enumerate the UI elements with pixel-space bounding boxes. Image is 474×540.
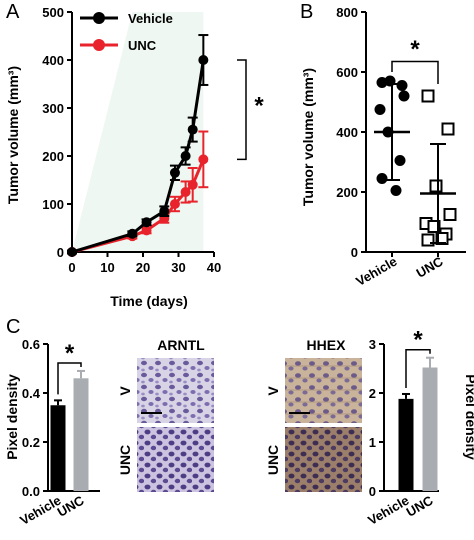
- panel-b-plot: 0 200 400 600 800 Vehicle UNC *: [336, 5, 466, 289]
- bar-ytick-label: 3: [369, 337, 376, 352]
- data-point-vehicle: [180, 151, 191, 161]
- significance-bracket: [405, 348, 431, 388]
- bar-ytick-label: 0.0: [22, 484, 40, 499]
- micrograph-arntl-unc: [137, 427, 214, 492]
- panel-b-ytick-label: 400: [336, 125, 358, 140]
- panel-b-ytick-label: 600: [336, 65, 358, 80]
- panel-a-plot: 0 100 200 300 400 500 0 10 20 30 40 Vehicle UNC *: [42, 5, 264, 275]
- panel-letter-c: C: [6, 316, 20, 338]
- panel-b-ylabel: Tumor volume (mm³): [300, 68, 316, 206]
- significance-star: *: [410, 36, 420, 63]
- data-point-unc: [427, 220, 441, 233]
- panel-a-ytick-label: 100: [42, 197, 64, 212]
- significance-star: *: [413, 327, 423, 354]
- significance-bracket: [237, 59, 247, 161]
- bar-category-label: UNC: [404, 492, 436, 519]
- bar-ytick-label: 2: [369, 386, 376, 401]
- micrograph-title-hhex: HHEX: [307, 337, 347, 353]
- row-label-hhex-v: V: [265, 386, 281, 396]
- panel-a-xtick-label: 40: [207, 260, 221, 275]
- legend-marker: [93, 39, 105, 51]
- data-point-vehicle: [374, 104, 386, 115]
- bar-unc: [422, 367, 438, 491]
- panel-b-ytick-label: 800: [336, 5, 358, 20]
- row-label-arntl-unc: UNC: [117, 445, 133, 475]
- data-point-vehicle: [187, 124, 198, 135]
- legend-label: Vehicle: [128, 11, 173, 26]
- bar-ytick-label: 1: [369, 435, 376, 450]
- data-point-vehicle: [141, 217, 152, 228]
- data-point-vehicle: [67, 247, 77, 257]
- data-point-unc: [421, 233, 435, 247]
- row-label-hhex-unc: UNC: [265, 445, 281, 475]
- data-point-vehicle: [159, 206, 170, 217]
- data-point-vehicle: [396, 80, 408, 91]
- data-point-vehicle: [169, 167, 180, 178]
- bar-ytick-label: 0.2: [22, 435, 40, 450]
- panel-a-xtick-label: 10: [100, 260, 114, 275]
- significance-bracket: [391, 60, 439, 84]
- panel-b-ytick-label: 200: [336, 185, 358, 200]
- data-point-vehicle: [198, 55, 209, 65]
- data-point-vehicle: [394, 155, 406, 166]
- panel-a-ytick-label: 400: [42, 53, 64, 68]
- bar-ytick-label: 0: [369, 484, 376, 499]
- panel-a-ytick-label: 500: [42, 5, 64, 20]
- panel-a-ytick-label: 0: [57, 245, 64, 260]
- data-point-unc: [187, 179, 198, 190]
- data-point-unc: [441, 122, 455, 136]
- data-point-unc: [443, 208, 457, 221]
- panel-a-ytick-label: 200: [42, 149, 64, 164]
- data-point-vehicle: [376, 173, 388, 184]
- panel-b-ytick-label: 0: [351, 245, 358, 260]
- panel-letter-b: B: [300, 1, 313, 23]
- data-point-vehicle: [127, 228, 138, 239]
- panel-b-category-label: UNC: [414, 253, 446, 280]
- data-point-unc: [421, 89, 435, 103]
- data-point-unc: [180, 187, 191, 197]
- panel-a-xlabel: Time (days): [110, 293, 188, 309]
- bar-category-label: UNC: [55, 492, 87, 519]
- significance-star: *: [254, 93, 264, 120]
- panel-letter-a: A: [6, 1, 20, 23]
- bar-vehicle: [50, 405, 66, 491]
- data-point-vehicle: [390, 185, 402, 196]
- bar-vehicle: [398, 398, 414, 491]
- data-point-unc: [429, 179, 443, 193]
- micrograph-title-arntl: ARNTL: [157, 337, 205, 353]
- micrograph-hhex-unc: [285, 427, 362, 492]
- data-point-unc: [141, 225, 152, 236]
- panel-a-xtick-label: 0: [68, 260, 75, 275]
- significance-star: *: [65, 340, 75, 367]
- bar-unc: [73, 378, 89, 491]
- panel-c-left-ylabel: Pixel density: [4, 374, 20, 460]
- panel-a-xtick-label: 30: [171, 260, 185, 275]
- significance-bracket: [57, 362, 82, 395]
- row-label-arntl-v: V: [117, 386, 133, 396]
- panel-a-ytick-label: 300: [42, 101, 64, 116]
- data-point-unc: [169, 199, 180, 209]
- panel-a-ylabel: Tumor volume (mm³): [5, 66, 21, 204]
- panel-c-right-ylabel: Pixel density: [463, 374, 474, 460]
- legend-marker: [93, 12, 105, 24]
- bar-ytick-label: 0.4: [22, 386, 41, 401]
- bar-ytick-label: 0.6: [22, 337, 40, 352]
- data-point-vehicle: [398, 90, 410, 102]
- panel-b-category-label: Vehicle: [353, 254, 399, 289]
- legend-label: UNC: [128, 38, 157, 53]
- data-point-unc: [198, 154, 209, 165]
- panel-a-xtick-label: 20: [136, 260, 150, 275]
